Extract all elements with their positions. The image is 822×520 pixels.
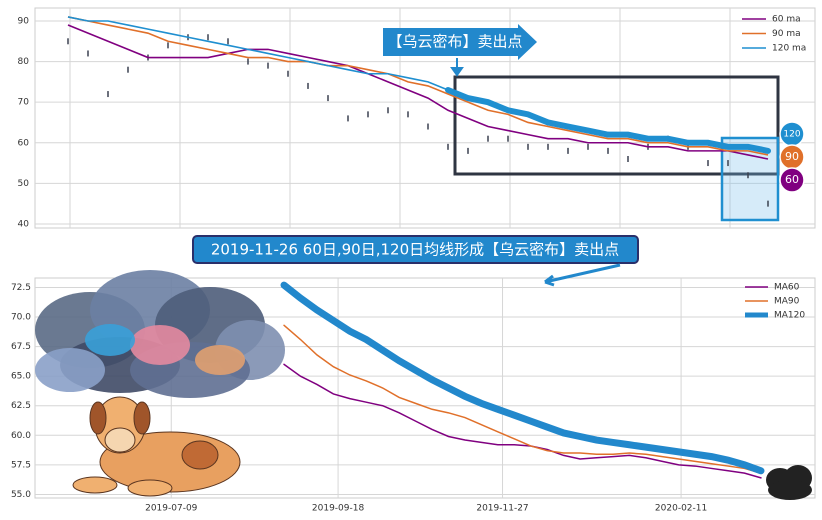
y-tick-label: 70.0	[11, 313, 31, 323]
y-tick-label: 50	[18, 179, 30, 189]
y-tick-label: 90	[18, 16, 30, 26]
banner-text: 【乌云密布】卖出点	[387, 33, 522, 51]
x-tick-label: 2019-07-09	[145, 504, 198, 514]
y-tick-label: 55.0	[11, 490, 31, 500]
annotation-arrow	[544, 263, 621, 287]
dog-part	[104, 427, 136, 453]
ma-marker-label: 60	[785, 173, 799, 186]
dog-part	[89, 401, 107, 435]
illustration	[35, 270, 812, 500]
bottom-frame	[34, 277, 816, 499]
legend-label: 90 ma	[772, 29, 801, 39]
top-x-grid	[69, 8, 731, 228]
dog-part	[133, 401, 151, 435]
annotation-text: 2019-11-26 60日,90日,120日均线形成【乌云密布】卖出点	[211, 241, 619, 259]
x-tick-label: 2019-09-18	[312, 504, 365, 514]
signal-box	[453, 75, 780, 176]
decorations	[34, 7, 816, 499]
legend-label: MA120	[774, 311, 805, 321]
storm-cloud	[768, 480, 812, 500]
annotation-box	[192, 235, 639, 264]
dog-part	[127, 479, 173, 497]
y-tick-label: 70	[18, 98, 30, 108]
y-tick-label: 72.5	[11, 283, 31, 293]
ma-line	[280, 281, 765, 475]
dog-part	[72, 476, 118, 494]
banner-pointer	[450, 58, 464, 77]
y-tick-label: 67.5	[11, 342, 31, 352]
dog-part	[181, 440, 219, 470]
y-tick-label: 62.5	[11, 401, 31, 411]
y-tick-label: 40	[18, 219, 30, 229]
ma-line	[67, 16, 769, 156]
y-tick-label: 60	[18, 138, 30, 148]
ma-line	[283, 324, 762, 474]
cloud-puff	[85, 324, 135, 356]
ma-line	[283, 363, 762, 479]
ma-line	[67, 24, 769, 160]
y-tick-label: 57.5	[11, 460, 31, 470]
x-tick-label: 2019-11-27	[476, 504, 528, 514]
cloud-puff	[130, 325, 190, 365]
y-tick-label: 60.0	[11, 431, 31, 441]
legend-label: 120 ma	[772, 44, 806, 54]
banner-arrow	[383, 24, 537, 60]
cloud-puff	[35, 348, 105, 392]
legend-label: 60 ma	[772, 15, 801, 25]
x-tick-label: 2020-02-11	[655, 504, 707, 514]
y-tick-label: 65.0	[11, 372, 31, 382]
ma-marker-label: 90	[785, 150, 799, 163]
ma-marker-label: 120	[783, 130, 800, 140]
top-frame	[34, 7, 816, 229]
legend-label: MA60	[774, 283, 800, 293]
ma-line-highlight	[445, 86, 771, 154]
ma-marker	[779, 167, 805, 193]
legend-label: MA90	[774, 297, 800, 307]
y-tick-label: 80	[18, 57, 30, 67]
cloud-puff	[195, 345, 245, 375]
